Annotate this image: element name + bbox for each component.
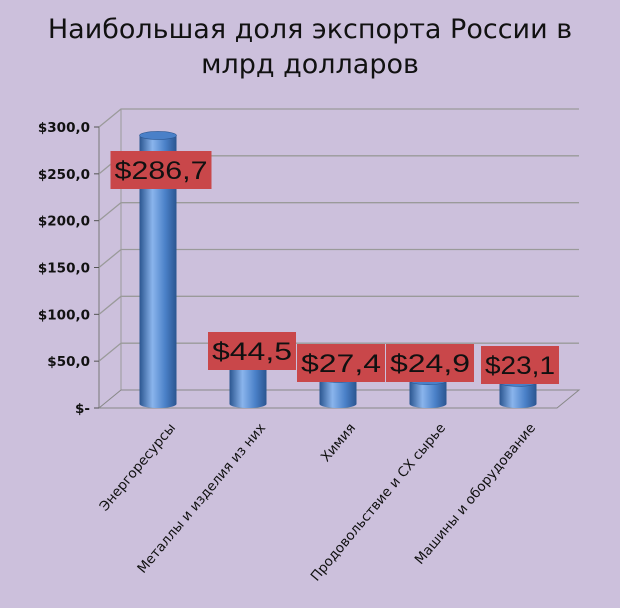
bar-body xyxy=(499,382,537,408)
data-label: $27,4 xyxy=(297,344,385,382)
y-tick-label: $250,0 xyxy=(38,167,90,183)
data-label-text: $44,5 xyxy=(212,338,292,366)
gridline xyxy=(98,295,579,315)
data-label-box xyxy=(208,332,296,370)
data-label: $44,5 xyxy=(208,332,296,370)
bar-top xyxy=(139,131,177,140)
bar-body xyxy=(409,380,447,408)
gridline xyxy=(98,202,579,222)
gridline xyxy=(98,108,579,128)
data-label-text: $286,7 xyxy=(115,157,208,185)
chart-title-line-1: Наибольшая доля экспорта России в xyxy=(48,14,572,45)
data-label-box xyxy=(110,151,212,189)
data-label-text: $27,4 xyxy=(301,350,381,378)
y-tick-label: $150,0 xyxy=(38,261,90,277)
y-tick-label: $- xyxy=(75,401,90,417)
floor-plane xyxy=(97,389,581,409)
bar-body xyxy=(229,362,267,408)
bar-body xyxy=(139,135,177,408)
y-tick-label: $100,0 xyxy=(38,307,90,323)
data-label: $23,1 xyxy=(481,346,559,384)
gridline xyxy=(98,342,579,362)
y-tick-label: $50,0 xyxy=(47,354,90,370)
y-tick-label: $200,0 xyxy=(38,214,90,230)
y-tick-label: $300,0 xyxy=(38,120,90,136)
data-label-box xyxy=(386,344,474,382)
chart-title: Наибольшая доля экспорта России в млрд д… xyxy=(48,14,572,80)
bar-body xyxy=(319,378,357,408)
data-label-box xyxy=(297,344,385,382)
bar xyxy=(139,131,177,408)
gridline xyxy=(98,248,579,269)
data-labels: $286,7 $44,5 $27,4 $24,9 $23,1 xyxy=(110,151,559,384)
data-label-text: $24,9 xyxy=(390,350,470,378)
category-label: Химия xyxy=(318,420,359,465)
data-label-text: $23,1 xyxy=(485,352,555,380)
category-label: Энергоресурсы xyxy=(96,420,179,514)
data-label: $286,7 xyxy=(110,151,212,189)
data-label: $24,9 xyxy=(386,344,474,382)
chart-title-line-2: млрд долларов xyxy=(201,49,419,80)
plot-area: $- $50,0 $100,0 $150,0 $200,0 $250,0 $300,0 xyxy=(38,108,581,417)
data-label-box xyxy=(481,346,559,384)
